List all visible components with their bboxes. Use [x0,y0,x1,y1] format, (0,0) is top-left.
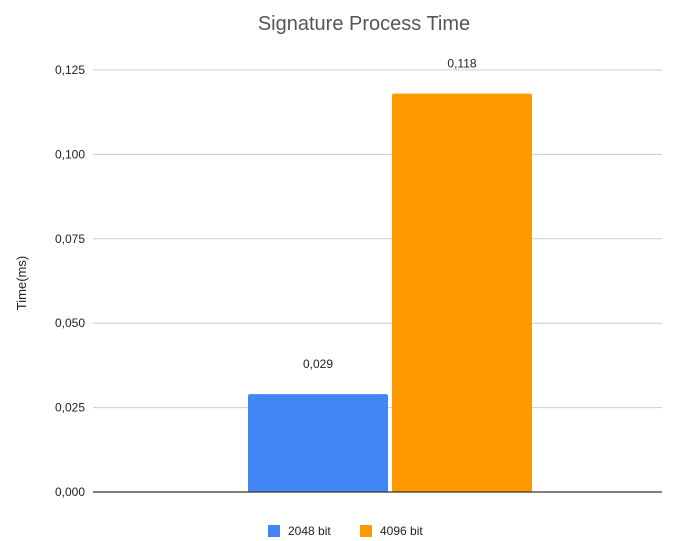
y-tick-label: 0,025 [55,401,85,415]
legend-swatch [360,525,372,537]
data-label: 0,029 [303,357,333,371]
y-axis-label: Time(ms) [14,256,29,310]
bars [248,93,532,492]
y-axis-ticks: 0,000 0,025 0,050 0,075 0,100 0,125 [55,63,85,499]
data-label: 0,118 [447,57,476,71]
bar-4096-bit [392,93,532,492]
gridlines [93,69,662,409]
y-tick-label: 0,075 [55,232,85,246]
chart-title: Signature Process Time [258,13,470,35]
data-labels: 0,029 0,118 [303,57,477,371]
legend-label: 2048 bit [288,524,331,538]
legend-swatch [268,525,280,537]
y-tick-label: 0,000 [55,485,85,499]
bar-2048-bit [248,394,388,492]
y-tick-label: 0,050 [55,316,85,330]
legend-label: 4096 bit [380,524,423,538]
legend: 2048 bit 4096 bit [268,524,423,538]
y-tick-label: 0,125 [55,63,85,77]
y-tick-label: 0,100 [55,147,85,161]
